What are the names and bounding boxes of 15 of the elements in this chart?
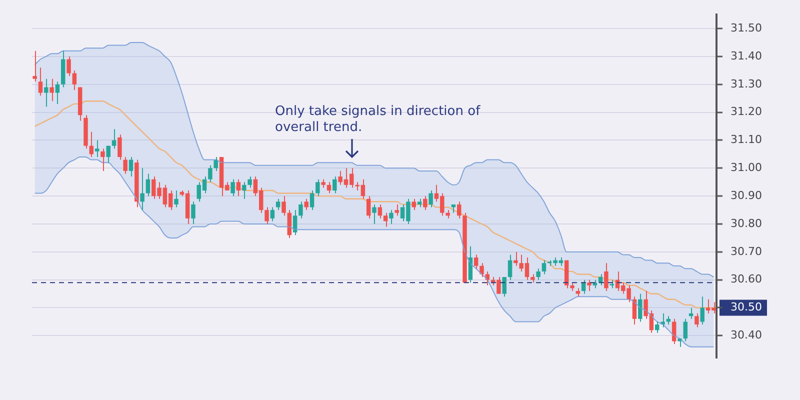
y-tick-label: 31.30 bbox=[730, 77, 762, 90]
y-tick-label: 31.40 bbox=[730, 49, 762, 62]
y-tick-label: 31.50 bbox=[730, 21, 762, 34]
y-tick-label: 30.70 bbox=[730, 244, 762, 258]
y-tick-label: 31.10 bbox=[730, 133, 762, 146]
y-tick-label: 30.90 bbox=[730, 188, 762, 202]
y-tick-label: 30.80 bbox=[730, 216, 762, 230]
y-tick-label: 30.50 bbox=[730, 300, 762, 314]
y-tick-label: 31.20 bbox=[730, 105, 762, 118]
annotation: Only take signals in direction of overall trend. bbox=[275, 104, 482, 136]
line-series bbox=[34, 156, 714, 348]
y-tick-label: 31.00 bbox=[730, 161, 762, 174]
line-series bbox=[34, 42, 714, 278]
y-tick-label: 30.40 bbox=[730, 328, 762, 342]
y-tick-label: 30.60 bbox=[730, 272, 762, 286]
